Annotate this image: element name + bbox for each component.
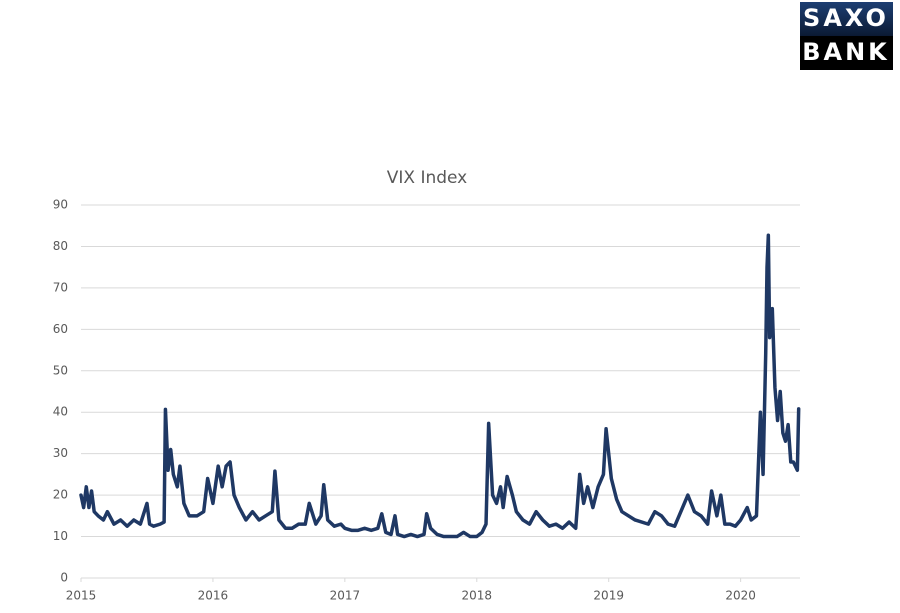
logo-text: BANK bbox=[802, 38, 890, 66]
y-tick-label: 10 bbox=[53, 529, 68, 543]
logo-box bbox=[800, 2, 893, 70]
logo: SAXO BANK bbox=[800, 2, 893, 70]
y-tick-label: 70 bbox=[53, 280, 68, 294]
x-tick-label: 2017 bbox=[330, 589, 361, 603]
x-tick-label: 2020 bbox=[725, 589, 756, 603]
x-tick-label: 2016 bbox=[198, 589, 229, 603]
y-tick-label: 90 bbox=[53, 198, 68, 212]
y-tick-label: 80 bbox=[53, 239, 68, 253]
chart-title: VIX Index bbox=[387, 168, 468, 188]
x-tick-label: 2015 bbox=[66, 589, 97, 603]
x-tick-label: 2019 bbox=[593, 589, 624, 603]
y-tick-label: 30 bbox=[53, 446, 68, 460]
line bbox=[79, 233, 801, 539]
y-tick-label: 60 bbox=[53, 322, 68, 336]
y-tick-label: 0 bbox=[60, 571, 68, 585]
y-tick-label: 50 bbox=[53, 363, 68, 377]
x-tick-label: 2018 bbox=[462, 589, 493, 603]
logo-text: SAXO bbox=[803, 4, 889, 32]
y-tick-label: 40 bbox=[53, 405, 68, 419]
y-tick-label: 20 bbox=[53, 488, 68, 502]
